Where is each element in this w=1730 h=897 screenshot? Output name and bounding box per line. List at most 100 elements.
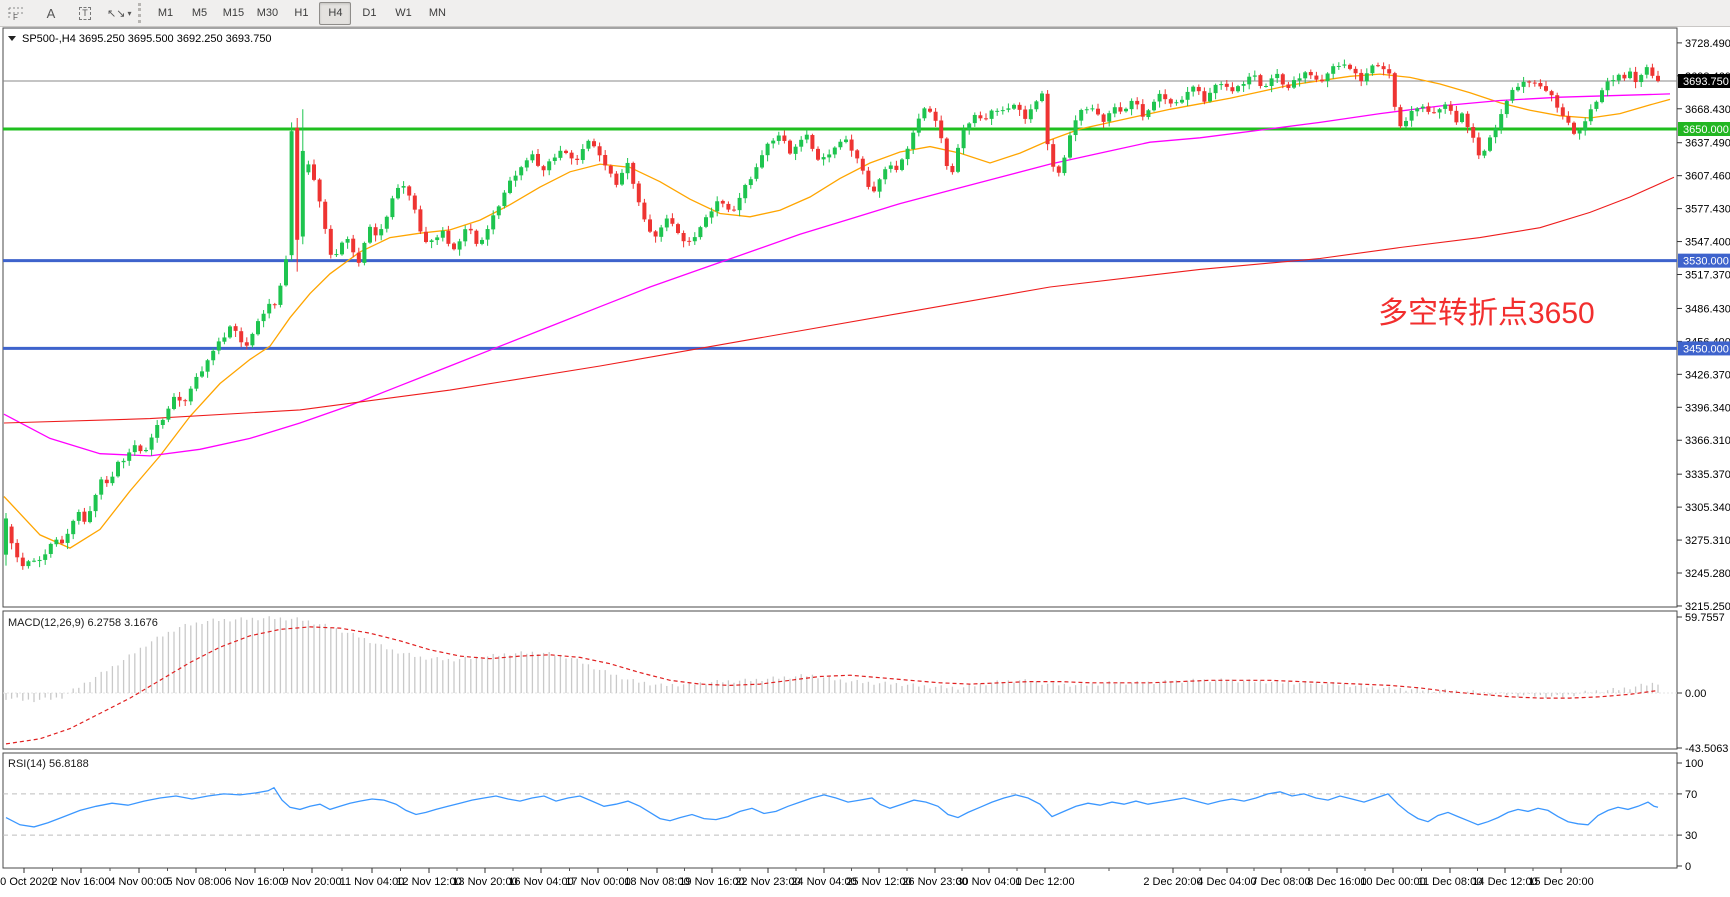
rsi-panel-splitter[interactable] — [0, 748, 1730, 754]
time-axis-label[interactable]: 30 Oct 2020 — [0, 876, 54, 888]
candle — [866, 166, 871, 190]
candle-body — [205, 360, 210, 372]
candle — [1152, 99, 1156, 112]
text-label-tool-button[interactable]: A — [35, 2, 67, 25]
time-axis-label[interactable]: 25 Nov 12:00 — [846, 876, 911, 888]
time-axis-label[interactable]: 6 Nov 16:00 — [225, 876, 284, 888]
candle — [1219, 81, 1224, 90]
macd-indicator-label: MACD(12,26,9) 6.2758 3.1676 — [8, 617, 158, 629]
timeframe-button-m1[interactable]: M1 — [157, 7, 174, 19]
time-axis-label[interactable]: 2 Dec 20:00 — [1143, 876, 1202, 888]
candle-body — [244, 342, 249, 346]
candle-body — [440, 230, 445, 238]
candle — [132, 440, 137, 456]
candle-body — [580, 149, 585, 161]
candle — [670, 213, 675, 227]
current-price-line-badge — [1678, 74, 1730, 88]
candle — [916, 113, 921, 137]
candle — [1140, 99, 1145, 121]
candle — [1476, 132, 1481, 160]
candle — [222, 332, 227, 345]
time-axis-label[interactable]: 19 Nov 16:00 — [679, 876, 744, 888]
time-axis-label[interactable]: 26 Nov 23:00 — [902, 876, 967, 888]
candle-body — [1208, 92, 1212, 102]
candle-body — [575, 158, 580, 161]
timeframe-button-m30[interactable]: M30 — [256, 7, 279, 19]
main-chart-panel[interactable] — [2, 27, 1678, 608]
time-axis-label[interactable]: 7 Dec 08:00 — [1251, 876, 1310, 888]
arrows-tool-button[interactable]: ↖↘ ▾ — [103, 2, 135, 25]
candle-body — [1129, 100, 1134, 110]
timeframe-button-m15[interactable]: M15 — [222, 7, 245, 19]
candle — [1331, 63, 1336, 79]
candle — [1163, 89, 1168, 105]
candle-body — [250, 333, 255, 346]
candle — [732, 205, 736, 212]
time-axis-label[interactable]: 17 Nov 00:00 — [565, 876, 630, 888]
rsi-panel[interactable] — [2, 752, 1678, 869]
time-axis-label[interactable]: 16 Nov 04:00 — [508, 876, 573, 888]
candle-body — [463, 229, 468, 242]
time-axis-label[interactable]: 10 Dec 00:00 — [1360, 876, 1425, 888]
time-axis-label[interactable]: 11 Nov 04:00 — [340, 876, 405, 888]
candle — [295, 118, 300, 272]
time-axis-label[interactable]: 1 Dec 12:00 — [1015, 876, 1074, 888]
candle-body — [1185, 91, 1190, 100]
candle-body — [1611, 80, 1616, 82]
timeframe-button-mn[interactable]: MN — [428, 7, 446, 19]
time-axis-label[interactable]: 22 Nov 23:00 — [735, 876, 800, 888]
timeframe-button-h1[interactable]: H1 — [294, 7, 309, 19]
time-axis-label[interactable]: 24 Nov 04:00 — [791, 876, 856, 888]
candle — [1572, 121, 1576, 136]
candle-body — [1269, 78, 1274, 86]
candle — [88, 506, 92, 524]
candle-body — [793, 146, 798, 154]
symbol-dropdown-icon[interactable] — [8, 36, 16, 41]
time-axis-label[interactable]: 15 Dec 20:00 — [1528, 876, 1593, 888]
candle-body — [972, 114, 977, 124]
timeframe-button-w1[interactable]: W1 — [395, 7, 412, 19]
timeframe-button-d1[interactable]: D1 — [362, 7, 377, 19]
candle-body — [631, 162, 636, 184]
time-axis-label[interactable]: 8 Dec 16:00 — [1307, 876, 1366, 888]
time-axis-label[interactable]: 11 Dec 08:00 — [1418, 876, 1483, 888]
chart-annotation-text[interactable]: 多空转折点3650 — [1378, 297, 1595, 330]
time-axis-label[interactable]: 4 Dec 04:00 — [1197, 876, 1256, 888]
candle — [900, 158, 904, 172]
time-axis-label[interactable]: 13 Nov 20:00 — [452, 876, 517, 888]
macd-panel-splitter[interactable] — [0, 606, 1730, 612]
candle — [872, 181, 876, 193]
candle — [597, 142, 602, 162]
candle-body — [636, 183, 641, 203]
timeframe-button-h4[interactable]: H4 — [319, 1, 352, 25]
time-axis-label[interactable]: 5 Nov 08:00 — [166, 876, 225, 888]
candle — [592, 138, 596, 148]
candle — [312, 159, 316, 182]
chart-toolbar: F A T ↖↘ ▾ M1 M5 M15 M30 H1 H4 D1 W1 MN — [0, 0, 1730, 27]
candle — [104, 476, 109, 487]
time-axis-label[interactable]: 9 Nov 20:00 — [282, 876, 341, 888]
candle-body — [1583, 121, 1588, 131]
time-axis-label[interactable]: 2 Nov 16:00 — [51, 876, 110, 888]
candle-body — [491, 215, 496, 230]
timeframe-button-m5[interactable]: M5 — [191, 7, 208, 19]
time-axis-label[interactable]: 12 Nov 12:00 — [396, 876, 461, 888]
candle — [93, 493, 98, 518]
candle-body — [832, 147, 837, 155]
candle-body — [760, 155, 764, 168]
chart-area[interactable]: 3728.4903698.4603668.4303637.4903607.460… — [0, 27, 1730, 897]
fibonacci-tool-button[interactable]: F — [1, 2, 33, 25]
candle — [149, 433, 154, 456]
candle-body — [396, 187, 400, 199]
candle-body — [356, 252, 361, 263]
time-axis-label[interactable]: 4 Nov 00:00 — [109, 876, 168, 888]
candle — [575, 154, 580, 165]
time-axis-label[interactable]: 14 Dec 12:00 — [1472, 876, 1537, 888]
candle — [1376, 62, 1380, 68]
time-axis-label[interactable]: 30 Nov 04:00 — [956, 876, 1021, 888]
candle — [1045, 90, 1050, 151]
time-axis-label[interactable]: 18 Nov 08:00 — [624, 876, 689, 888]
text-box-tool-button[interactable]: T — [69, 2, 101, 25]
candle-body — [950, 166, 955, 173]
candle — [1656, 70, 1660, 83]
